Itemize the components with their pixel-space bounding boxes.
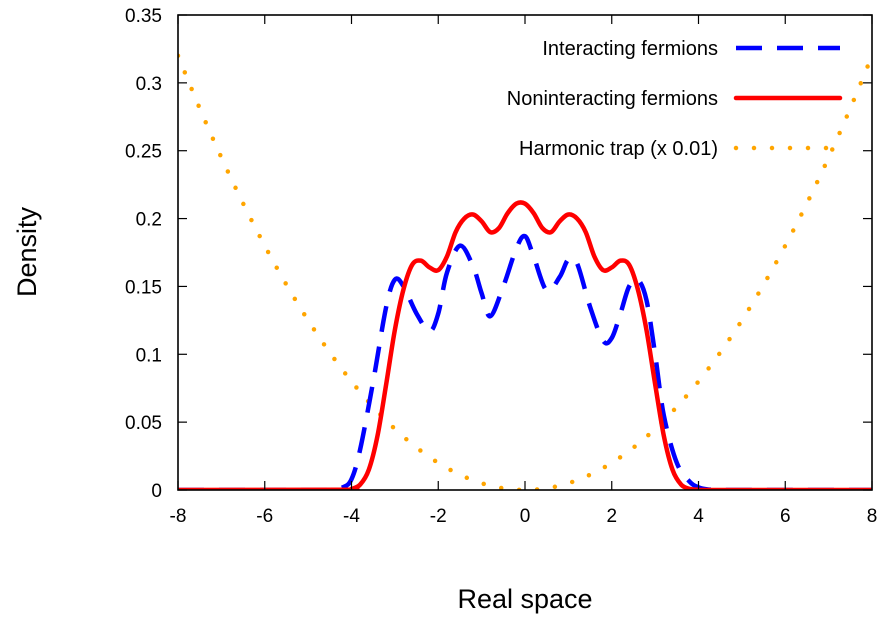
series-line-noninteracting-fermions: [178, 200, 872, 490]
x-tick-label: -2: [430, 506, 447, 527]
y-tick-label: 0.1: [136, 345, 162, 366]
x-tick-label: -4: [343, 506, 360, 527]
x-tick-label: 8: [867, 506, 878, 527]
x-tick-label: 4: [693, 506, 704, 527]
y-tick-label: 0.15: [125, 277, 162, 298]
plot-frame: [177, 14, 873, 491]
ticks-layer: -8 -6 -4 -2 0 2 4 6 8 0 0.05 0.1 0.15 0.2 0.25 0.3 0.35: [125, 6, 877, 527]
y-tick-label: 0.3: [136, 74, 162, 95]
series-line-interacting-fermions: [178, 233, 872, 490]
x-tick-label: -6: [256, 506, 273, 527]
x-tick-label: -8: [170, 506, 187, 527]
legend-label: Harmonic trap (x 0.01): [519, 138, 718, 160]
y-tick-label: 0.05: [125, 413, 162, 434]
x-tick-label: 2: [606, 506, 617, 527]
legend-label: Noninteracting fermions: [507, 88, 718, 110]
y-tick-label: 0: [151, 481, 162, 502]
y-tick-label: 0.25: [125, 142, 162, 163]
x-tick-label: 0: [520, 506, 531, 527]
x-tick-label: 6: [780, 506, 791, 527]
legend: Interacting fermions Noninteracting fermi…: [507, 38, 843, 160]
y-axis-title: Density: [12, 206, 42, 297]
y-tick-label: 0.35: [125, 6, 162, 27]
y-tick-label: 0.2: [136, 210, 162, 231]
legend-label: Interacting fermions: [542, 38, 718, 60]
series-layer: [178, 53, 872, 490]
series-line-harmonic-trap-x-0-01: [178, 53, 872, 490]
x-axis-title: Real space: [457, 584, 592, 614]
